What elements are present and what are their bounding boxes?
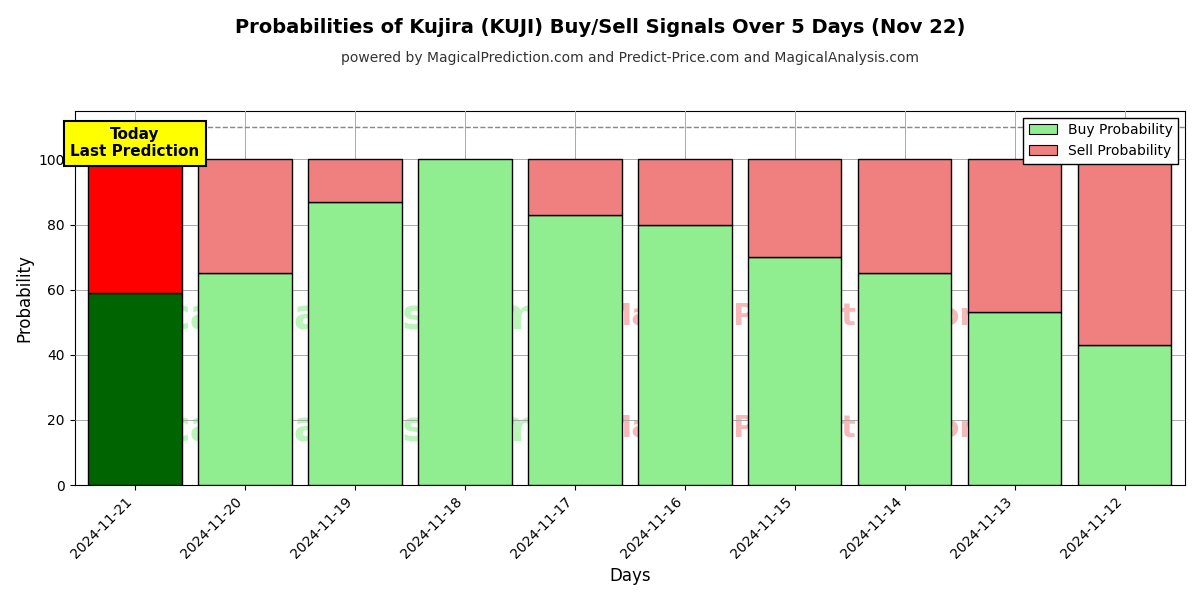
Legend: Buy Probability, Sell Probability: Buy Probability, Sell Probability xyxy=(1024,118,1178,164)
Text: MagicalPrediction.com: MagicalPrediction.com xyxy=(601,415,991,443)
Bar xyxy=(308,202,402,485)
Bar xyxy=(858,274,952,485)
Y-axis label: Probability: Probability xyxy=(16,254,34,342)
Bar xyxy=(748,257,841,485)
Text: Today
Last Prediction: Today Last Prediction xyxy=(71,127,199,160)
Bar xyxy=(1078,160,1171,345)
Bar xyxy=(89,293,182,485)
Bar xyxy=(308,160,402,202)
Bar xyxy=(89,160,182,293)
Text: calAnalysis.com: calAnalysis.com xyxy=(166,408,539,450)
Bar xyxy=(638,160,732,224)
Bar xyxy=(419,160,511,485)
Title: powered by MagicalPrediction.com and Predict-Price.com and MagicalAnalysis.com: powered by MagicalPrediction.com and Pre… xyxy=(341,51,919,65)
Bar xyxy=(198,160,292,274)
Bar xyxy=(638,224,732,485)
Bar xyxy=(968,313,1061,485)
Bar xyxy=(528,215,622,485)
Text: MagicalPrediction.com: MagicalPrediction.com xyxy=(601,302,991,331)
Text: Probabilities of Kujira (KUJI) Buy/Sell Signals Over 5 Days (Nov 22): Probabilities of Kujira (KUJI) Buy/Sell … xyxy=(235,18,965,37)
Bar xyxy=(748,160,841,257)
Bar xyxy=(858,160,952,274)
Bar xyxy=(968,160,1061,313)
X-axis label: Days: Days xyxy=(610,567,650,585)
Bar xyxy=(198,274,292,485)
Bar xyxy=(1078,345,1171,485)
Text: calAnalysis.com: calAnalysis.com xyxy=(166,296,539,338)
Bar xyxy=(528,160,622,215)
